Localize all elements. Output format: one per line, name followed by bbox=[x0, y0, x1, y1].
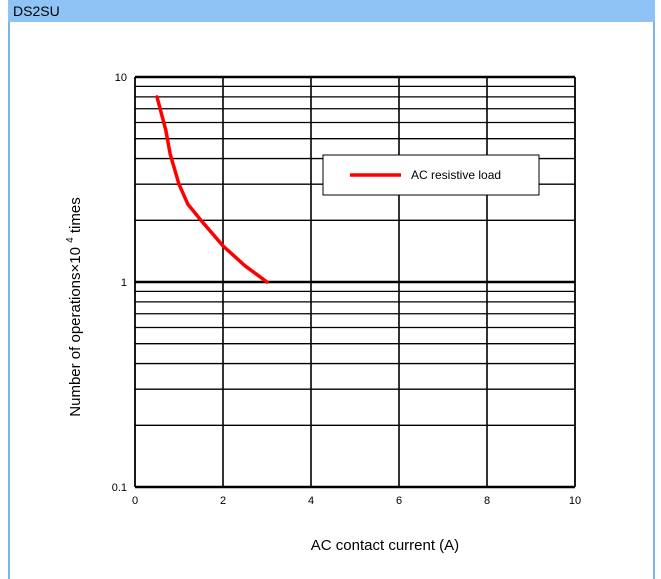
legend-label: AC resistive load bbox=[411, 168, 501, 182]
x-tick-label: 8 bbox=[484, 495, 490, 507]
chart-grid bbox=[134, 77, 576, 489]
y-axis-label-main: Number of operations×10 bbox=[67, 247, 84, 417]
y-axis-label: Number of operations×10 4 times bbox=[60, 197, 84, 416]
y-axis-label-sup: 4 bbox=[65, 237, 76, 243]
panel-frame bbox=[8, 0, 655, 579]
y-tick-label: 1 bbox=[121, 277, 127, 289]
series-layer bbox=[155, 95, 269, 284]
y-tick-label: 10 bbox=[115, 72, 127, 84]
x-tick-label: 4 bbox=[308, 495, 314, 507]
panel-title: DS2SU bbox=[13, 3, 60, 19]
y-axis-label-tail: times bbox=[67, 197, 84, 233]
panel-header: DS2SU bbox=[8, 0, 655, 22]
x-tick-labels: 0 2 4 6 8 10 bbox=[132, 495, 581, 507]
y-tick-label: 0.1 bbox=[112, 482, 127, 494]
x-tick-label: 2 bbox=[220, 495, 226, 507]
series-line-ac-resistive-load bbox=[155, 95, 269, 284]
y-tick-labels: 0.1 1 10 bbox=[112, 72, 127, 494]
x-axis-label: AC contact current (A) bbox=[311, 537, 459, 554]
plot-frame bbox=[134, 75, 576, 488]
x-tick-label: 6 bbox=[396, 495, 402, 507]
x-tick-label: 10 bbox=[569, 495, 581, 507]
x-tick-label: 0 bbox=[132, 495, 138, 507]
legend: AC resistive load bbox=[322, 154, 540, 196]
